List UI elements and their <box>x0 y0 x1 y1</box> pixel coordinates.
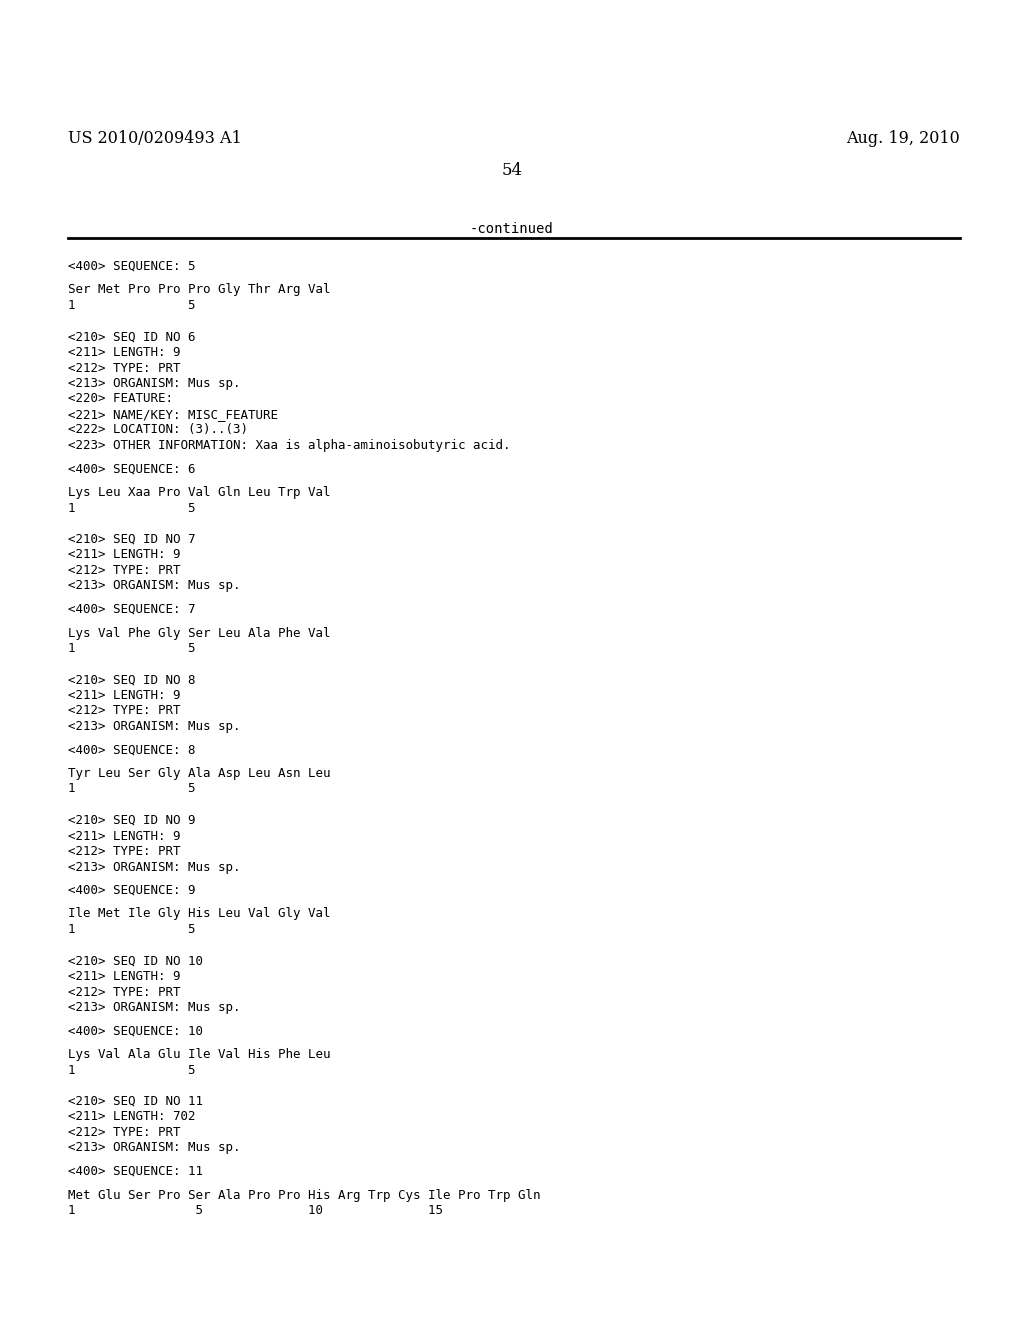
Text: <400> SEQUENCE: 9: <400> SEQUENCE: 9 <box>68 884 196 898</box>
Text: <400> SEQUENCE: 6: <400> SEQUENCE: 6 <box>68 462 196 475</box>
Text: <211> LENGTH: 9: <211> LENGTH: 9 <box>68 829 180 842</box>
Text: <213> ORGANISM: Mus sp.: <213> ORGANISM: Mus sp. <box>68 861 241 874</box>
Text: <212> TYPE: PRT: <212> TYPE: PRT <box>68 705 180 718</box>
Text: Aug. 19, 2010: Aug. 19, 2010 <box>846 129 961 147</box>
Text: <213> ORGANISM: Mus sp.: <213> ORGANISM: Mus sp. <box>68 719 241 733</box>
Text: <400> SEQUENCE: 11: <400> SEQUENCE: 11 <box>68 1166 203 1177</box>
Text: 1               5: 1 5 <box>68 1064 196 1077</box>
Text: <212> TYPE: PRT: <212> TYPE: PRT <box>68 986 180 998</box>
Text: Lys Val Ala Glu Ile Val His Phe Leu: Lys Val Ala Glu Ile Val His Phe Leu <box>68 1048 331 1061</box>
Text: <400> SEQUENCE: 10: <400> SEQUENCE: 10 <box>68 1024 203 1038</box>
Text: <213> ORGANISM: Mus sp.: <213> ORGANISM: Mus sp. <box>68 378 241 389</box>
Text: <210> SEQ ID NO 8: <210> SEQ ID NO 8 <box>68 673 196 686</box>
Text: Ser Met Pro Pro Pro Gly Thr Arg Val: Ser Met Pro Pro Pro Gly Thr Arg Val <box>68 284 331 297</box>
Text: US 2010/0209493 A1: US 2010/0209493 A1 <box>68 129 242 147</box>
Text: <400> SEQUENCE: 5: <400> SEQUENCE: 5 <box>68 260 196 273</box>
Text: 1               5: 1 5 <box>68 300 196 312</box>
Text: <210> SEQ ID NO 7: <210> SEQ ID NO 7 <box>68 533 196 546</box>
Text: 1                5              10              15: 1 5 10 15 <box>68 1204 443 1217</box>
Text: Ile Met Ile Gly His Leu Val Gly Val: Ile Met Ile Gly His Leu Val Gly Val <box>68 908 331 920</box>
Text: <211> LENGTH: 9: <211> LENGTH: 9 <box>68 346 180 359</box>
Text: <223> OTHER INFORMATION: Xaa is alpha-aminoisobutyric acid.: <223> OTHER INFORMATION: Xaa is alpha-am… <box>68 440 511 451</box>
Text: <221> NAME/KEY: MISC_FEATURE: <221> NAME/KEY: MISC_FEATURE <box>68 408 278 421</box>
Text: <210> SEQ ID NO 9: <210> SEQ ID NO 9 <box>68 814 196 828</box>
Text: <212> TYPE: PRT: <212> TYPE: PRT <box>68 1126 180 1139</box>
Text: 1               5: 1 5 <box>68 923 196 936</box>
Text: <210> SEQ ID NO 10: <210> SEQ ID NO 10 <box>68 954 203 968</box>
Text: 1               5: 1 5 <box>68 783 196 796</box>
Text: 1               5: 1 5 <box>68 642 196 655</box>
Text: -continued: -continued <box>470 222 554 236</box>
Text: Met Glu Ser Pro Ser Ala Pro Pro His Arg Trp Cys Ile Pro Trp Gln: Met Glu Ser Pro Ser Ala Pro Pro His Arg … <box>68 1188 541 1201</box>
Text: <213> ORGANISM: Mus sp.: <213> ORGANISM: Mus sp. <box>68 579 241 593</box>
Text: <213> ORGANISM: Mus sp.: <213> ORGANISM: Mus sp. <box>68 1001 241 1014</box>
Text: <210> SEQ ID NO 11: <210> SEQ ID NO 11 <box>68 1096 203 1107</box>
Text: Tyr Leu Ser Gly Ala Asp Leu Asn Leu: Tyr Leu Ser Gly Ala Asp Leu Asn Leu <box>68 767 331 780</box>
Text: <211> LENGTH: 702: <211> LENGTH: 702 <box>68 1110 196 1123</box>
Text: <211> LENGTH: 9: <211> LENGTH: 9 <box>68 689 180 702</box>
Text: 54: 54 <box>502 162 522 180</box>
Text: <222> LOCATION: (3)..(3): <222> LOCATION: (3)..(3) <box>68 424 248 437</box>
Text: 1               5: 1 5 <box>68 502 196 515</box>
Text: <211> LENGTH: 9: <211> LENGTH: 9 <box>68 549 180 561</box>
Text: <212> TYPE: PRT: <212> TYPE: PRT <box>68 362 180 375</box>
Text: Lys Leu Xaa Pro Val Gln Leu Trp Val: Lys Leu Xaa Pro Val Gln Leu Trp Val <box>68 486 331 499</box>
Text: <213> ORGANISM: Mus sp.: <213> ORGANISM: Mus sp. <box>68 1142 241 1155</box>
Text: <212> TYPE: PRT: <212> TYPE: PRT <box>68 564 180 577</box>
Text: <210> SEQ ID NO 6: <210> SEQ ID NO 6 <box>68 330 196 343</box>
Text: <400> SEQUENCE: 8: <400> SEQUENCE: 8 <box>68 743 196 756</box>
Text: <212> TYPE: PRT: <212> TYPE: PRT <box>68 845 180 858</box>
Text: Lys Val Phe Gly Ser Leu Ala Phe Val: Lys Val Phe Gly Ser Leu Ala Phe Val <box>68 627 331 639</box>
Text: <400> SEQUENCE: 7: <400> SEQUENCE: 7 <box>68 603 196 616</box>
Text: <211> LENGTH: 9: <211> LENGTH: 9 <box>68 970 180 983</box>
Text: <220> FEATURE:: <220> FEATURE: <box>68 392 173 405</box>
